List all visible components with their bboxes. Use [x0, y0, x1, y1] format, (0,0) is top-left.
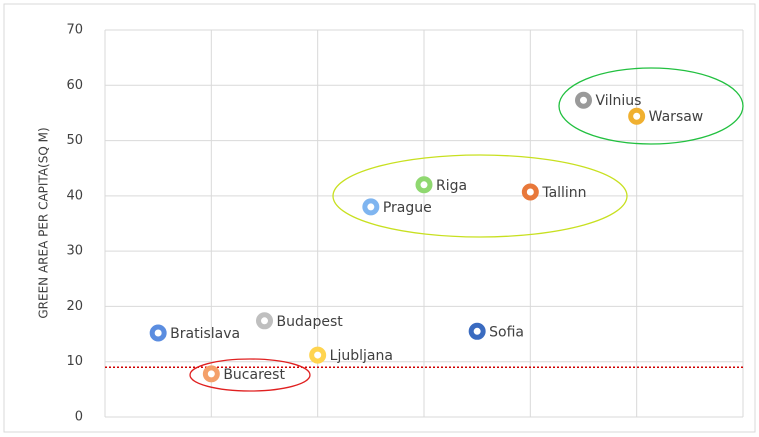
point	[575, 91, 592, 109]
y-tick-label: 20	[66, 299, 83, 314]
point-label: Prague	[383, 200, 432, 216]
point	[628, 107, 646, 125]
marks: Bratislava Bucarest Budapest Ljubljana Pragu…	[105, 91, 743, 383]
point	[468, 322, 486, 340]
point-label: Budapest	[277, 314, 344, 330]
y-tick-label: 70	[66, 23, 83, 38]
y-axis-label: GREEN AREA PER CAPITA(SQ M)	[37, 127, 51, 318]
grid: 0 10 20 30 40 50 60 70	[66, 23, 744, 425]
y-tick-label: 30	[66, 244, 83, 259]
chart-border	[3, 3, 756, 433]
point-label: Bucarest	[223, 367, 285, 383]
point	[521, 183, 539, 201]
y-tick-label: 60	[66, 78, 83, 93]
y-tick-label: 10	[66, 354, 83, 369]
point	[202, 365, 220, 383]
point	[362, 198, 380, 216]
highlight-ellipse	[558, 67, 744, 145]
point-label: Warsaw	[649, 109, 704, 125]
point-label: Riga	[436, 178, 467, 194]
point-label: Bratislava	[170, 326, 240, 342]
point-label: Tallinn	[541, 185, 586, 201]
point	[415, 176, 433, 194]
point-label: Ljubljana	[330, 348, 393, 364]
point	[256, 312, 273, 330]
point-label: Sofia	[489, 324, 524, 340]
highlight-ellipse	[189, 358, 311, 392]
y-tick-label: 40	[66, 188, 83, 203]
y-tick-label: 50	[66, 133, 83, 148]
y-tick-label: 0	[75, 410, 83, 425]
highlight-ellipse	[332, 154, 628, 238]
point-label: Vilnius	[596, 93, 642, 109]
point	[309, 346, 327, 364]
point	[149, 324, 167, 342]
